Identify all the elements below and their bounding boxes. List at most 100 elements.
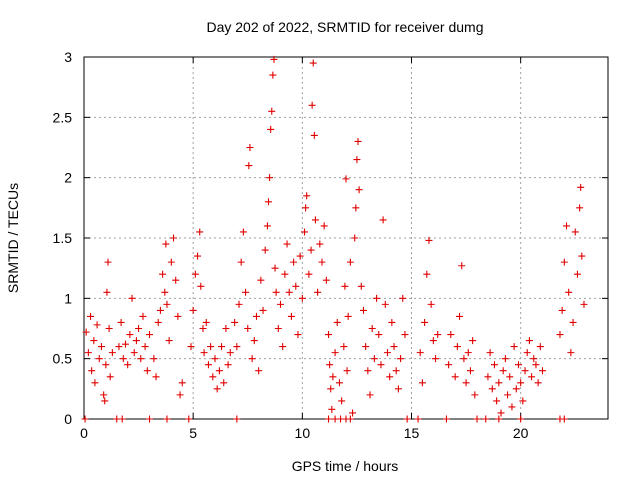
data-point — [558, 306, 566, 314]
data-point — [388, 318, 396, 326]
data-point — [199, 325, 207, 332]
data-point — [495, 379, 503, 387]
data-point — [445, 361, 453, 369]
data-point — [220, 379, 228, 387]
data-point — [170, 234, 178, 242]
data-point — [469, 337, 477, 345]
data-point — [95, 355, 103, 363]
data-point — [578, 252, 586, 260]
data-point — [174, 312, 182, 320]
chart-title: Day 202 of 2022, SRMTID for receiver dum… — [206, 19, 483, 35]
data-point — [429, 337, 437, 345]
data-point — [222, 325, 230, 332]
data-point — [383, 349, 391, 357]
data-point — [101, 397, 109, 405]
data-point — [91, 379, 99, 387]
data-point — [121, 340, 129, 348]
data-point — [316, 240, 324, 248]
data-point — [508, 403, 516, 411]
data-point — [338, 397, 346, 405]
data-point — [100, 391, 108, 399]
data-point — [366, 391, 374, 399]
data-point — [418, 379, 426, 387]
data-point — [434, 331, 442, 339]
data-point — [130, 349, 138, 357]
data-point — [119, 355, 127, 363]
y-tick-label: 2.5 — [53, 109, 73, 125]
data-point — [163, 300, 171, 308]
data-point — [197, 282, 205, 290]
data-point — [340, 343, 348, 351]
data-point — [510, 343, 518, 351]
data-point — [259, 306, 267, 314]
data-point — [146, 415, 153, 423]
data-point — [447, 331, 455, 339]
data-point — [154, 318, 162, 326]
data-point — [264, 198, 272, 206]
data-point — [539, 367, 546, 375]
y-tick-label: 1.5 — [53, 230, 73, 246]
data-point — [172, 276, 180, 284]
data-point — [320, 222, 328, 230]
data-point — [81, 415, 89, 423]
data-point — [102, 361, 110, 369]
data-point — [490, 361, 498, 369]
data-point — [536, 343, 544, 351]
data-point — [257, 276, 265, 284]
data-point — [364, 367, 372, 375]
data-point — [399, 294, 407, 302]
data-point — [368, 325, 376, 332]
data-point — [576, 204, 584, 212]
data-point — [162, 240, 170, 248]
data-point — [342, 175, 350, 183]
data-point — [486, 349, 494, 357]
data-point — [328, 405, 336, 413]
data-point — [233, 343, 241, 351]
data-point — [377, 361, 385, 369]
data-point — [307, 246, 315, 254]
data-point — [560, 258, 568, 266]
data-point — [571, 228, 579, 236]
data-point — [283, 240, 291, 248]
data-point — [235, 300, 243, 308]
data-point — [473, 415, 481, 423]
data-point — [403, 415, 411, 423]
y-tick-label: 0.5 — [53, 351, 73, 367]
data-point — [532, 361, 540, 369]
data-point — [233, 415, 241, 423]
y-tick-label: 1 — [64, 290, 72, 306]
data-point — [311, 216, 319, 224]
data-point — [163, 415, 171, 423]
data-points — [81, 55, 588, 423]
data-point — [159, 270, 167, 278]
data-point — [344, 312, 352, 320]
data-point — [414, 415, 422, 423]
data-point — [379, 216, 387, 224]
data-point — [514, 361, 522, 369]
data-point — [126, 331, 134, 339]
data-point — [556, 331, 564, 339]
x-tick-label: 15 — [404, 425, 420, 441]
data-point — [495, 415, 503, 423]
data-point — [560, 415, 568, 423]
data-point — [309, 59, 317, 67]
data-point — [425, 236, 433, 244]
data-point — [462, 379, 470, 387]
data-point — [401, 331, 409, 339]
data-point — [191, 270, 199, 278]
data-point — [269, 71, 277, 79]
data-point — [326, 361, 334, 369]
data-point — [263, 222, 271, 230]
data-point — [567, 349, 575, 357]
data-point — [88, 367, 96, 375]
y-axis-label: SRMTID / TECUs — [5, 183, 21, 293]
data-point — [152, 373, 160, 381]
data-point — [115, 343, 123, 351]
data-point — [84, 349, 92, 357]
data-point — [331, 349, 339, 357]
data-point — [565, 288, 573, 296]
data-point — [103, 288, 111, 296]
data-point — [519, 397, 527, 405]
y-tick-label: 0 — [64, 411, 72, 427]
data-point — [354, 137, 362, 145]
